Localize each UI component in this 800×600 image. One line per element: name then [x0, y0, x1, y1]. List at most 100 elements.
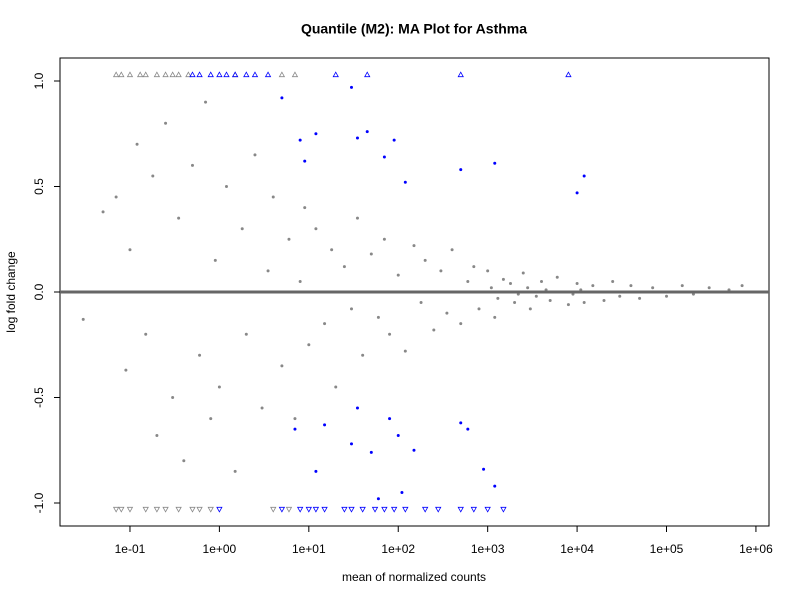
point — [412, 448, 416, 452]
point — [369, 252, 373, 256]
out-of-range-point — [142, 71, 149, 78]
point — [376, 497, 380, 501]
y-tick-label: 0.5 — [32, 178, 46, 195]
out-of-range-point — [243, 71, 250, 78]
y-axis-label: log fold change — [4, 251, 18, 333]
out-of-range-point — [169, 71, 176, 78]
point — [151, 174, 155, 178]
point — [298, 279, 302, 283]
point — [334, 385, 338, 389]
point — [355, 216, 359, 220]
point — [513, 301, 517, 305]
point — [135, 142, 139, 146]
y-tick-label: -1.0 — [32, 492, 46, 513]
point — [314, 227, 318, 231]
out-of-range-point — [435, 506, 442, 513]
point — [124, 368, 128, 372]
out-of-range-point — [136, 71, 144, 78]
point — [388, 417, 392, 421]
point — [396, 433, 400, 437]
out-of-range-point — [118, 506, 125, 513]
out-of-range-point — [189, 71, 196, 78]
chart-title: Quantile (M2): MA Plot for Asthma — [301, 21, 527, 37]
point — [521, 271, 525, 275]
point — [376, 315, 380, 319]
point — [298, 138, 302, 142]
point — [190, 163, 194, 167]
out-of-range-point — [341, 506, 348, 513]
out-of-range-point — [153, 506, 161, 513]
point — [575, 282, 579, 286]
point — [128, 248, 132, 252]
point — [403, 180, 407, 184]
out-of-range-point — [196, 71, 203, 78]
out-of-range-point — [470, 506, 477, 513]
point — [182, 459, 186, 463]
point — [493, 484, 497, 488]
x-tick-label: 1e+04 — [560, 542, 594, 556]
point — [526, 286, 530, 290]
point — [412, 244, 416, 248]
out-of-range-point — [162, 71, 169, 78]
point — [361, 353, 365, 357]
point — [477, 307, 481, 311]
point — [618, 294, 622, 298]
point — [528, 307, 532, 311]
out-of-range-point — [207, 71, 214, 78]
point — [198, 353, 202, 357]
out-of-range-point — [270, 506, 277, 513]
out-of-range-point — [457, 71, 464, 78]
out-of-range-point — [112, 506, 120, 513]
out-of-range-point — [231, 71, 239, 78]
out-of-range-point — [223, 71, 230, 78]
out-of-range-point — [207, 506, 214, 513]
point — [680, 284, 684, 288]
point — [419, 301, 423, 305]
out-of-range-point — [348, 506, 355, 513]
out-of-range-point — [390, 506, 398, 513]
out-of-range-point — [332, 71, 339, 78]
point — [81, 317, 85, 321]
point — [445, 311, 449, 315]
out-of-range-point — [500, 506, 507, 513]
out-of-range-point — [278, 506, 286, 513]
point — [293, 417, 297, 421]
point — [224, 184, 228, 188]
x-tick-label: 1e+06 — [739, 542, 773, 556]
point — [400, 490, 404, 494]
point — [651, 286, 655, 290]
x-tick-label: 1e+00 — [203, 542, 237, 556]
point — [591, 284, 595, 288]
out-of-range-point — [371, 506, 379, 513]
point — [171, 396, 175, 400]
point — [260, 406, 264, 410]
point — [508, 282, 512, 286]
point — [253, 153, 257, 157]
point — [396, 273, 400, 277]
point — [287, 237, 291, 241]
out-of-range-point — [142, 506, 149, 513]
out-of-range-point — [381, 506, 388, 513]
point — [342, 265, 346, 269]
point — [303, 159, 307, 163]
y-tick-label: -0.5 — [32, 387, 46, 408]
point — [638, 296, 642, 300]
point — [582, 301, 586, 305]
point — [382, 155, 386, 159]
point — [482, 467, 486, 471]
out-of-range-point — [285, 506, 293, 513]
point — [382, 237, 386, 241]
point — [611, 279, 615, 283]
point — [486, 269, 490, 273]
out-of-range-point — [126, 506, 134, 513]
point — [432, 328, 436, 332]
point — [155, 433, 159, 437]
point — [349, 442, 353, 446]
point — [575, 191, 579, 195]
point — [472, 265, 476, 269]
out-of-range-point — [264, 71, 272, 78]
out-of-range-point — [402, 506, 409, 513]
point — [582, 174, 586, 178]
out-of-range-point — [457, 506, 464, 513]
point — [548, 298, 552, 302]
